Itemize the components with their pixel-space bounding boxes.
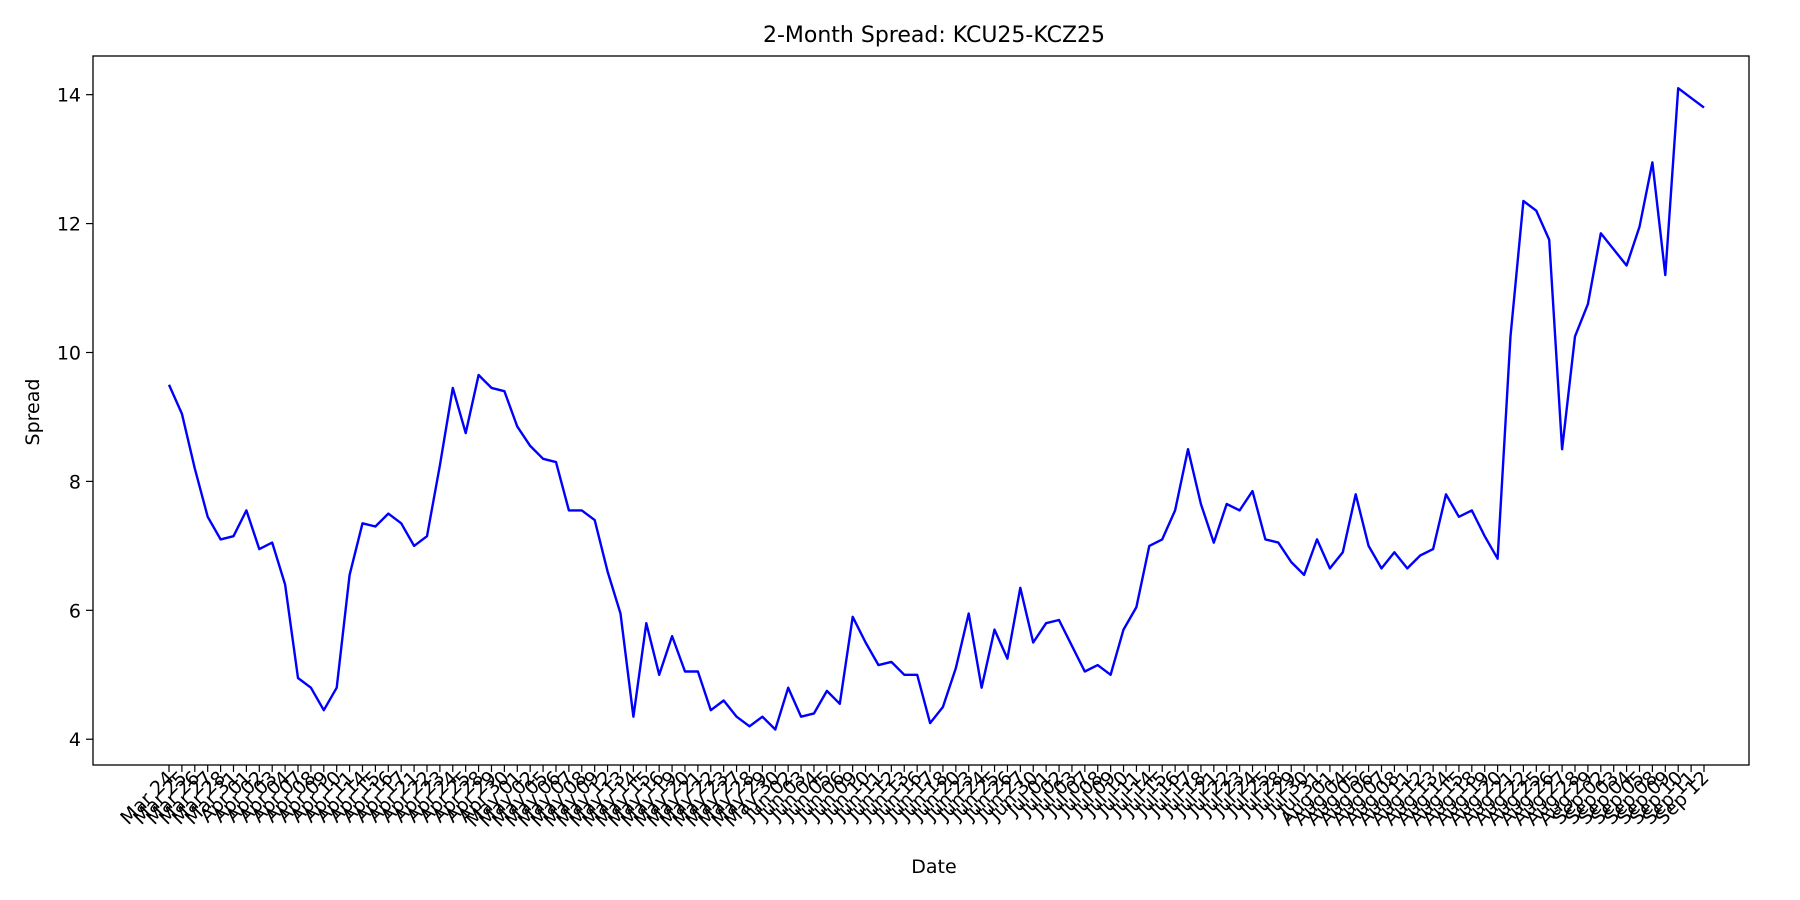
axes-frame [92,55,1750,766]
plot-area [167,86,1705,731]
y-tick-label: 6 [69,600,81,622]
y-axis-label: Spread [22,379,44,446]
y-axis: 4 6 8 10 12 14 [57,85,93,751]
y-tick-label: 4 [69,729,81,751]
y-tick-label: 14 [57,85,81,107]
spread-series-line [167,86,1705,731]
chart-title: 2-Month Spread: KCU25-KCZ25 [763,23,1105,48]
x-axis-label: Date [911,856,956,878]
y-tick-label: 10 [57,342,81,364]
y-tick-label: 8 [69,471,81,493]
y-tick-label: 12 [57,214,81,236]
